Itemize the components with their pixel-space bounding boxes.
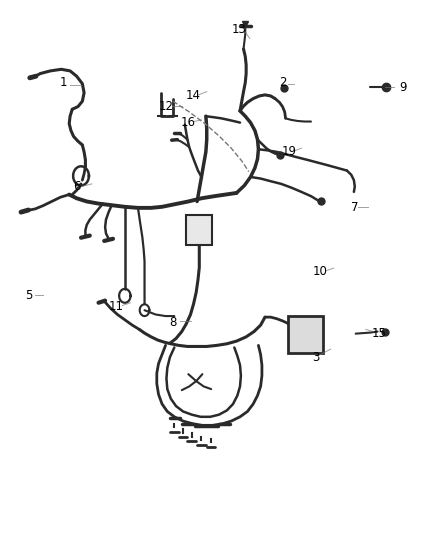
Text: 2: 2	[279, 76, 286, 89]
Text: 16: 16	[181, 116, 196, 129]
Text: 19: 19	[282, 146, 297, 158]
FancyBboxPatch shape	[186, 215, 212, 245]
Text: 12: 12	[159, 100, 174, 113]
Text: 5: 5	[25, 289, 32, 302]
Text: 14: 14	[185, 90, 200, 102]
Text: 7: 7	[351, 201, 359, 214]
Text: 3: 3	[312, 351, 319, 364]
Text: 8: 8	[170, 316, 177, 329]
Text: 10: 10	[312, 265, 327, 278]
Text: 13: 13	[231, 23, 246, 36]
Text: 9: 9	[399, 82, 407, 94]
Text: 15: 15	[371, 327, 386, 340]
Text: 1: 1	[60, 76, 67, 89]
Text: 6: 6	[73, 180, 81, 193]
FancyBboxPatch shape	[288, 316, 323, 353]
Text: 11: 11	[109, 300, 124, 313]
